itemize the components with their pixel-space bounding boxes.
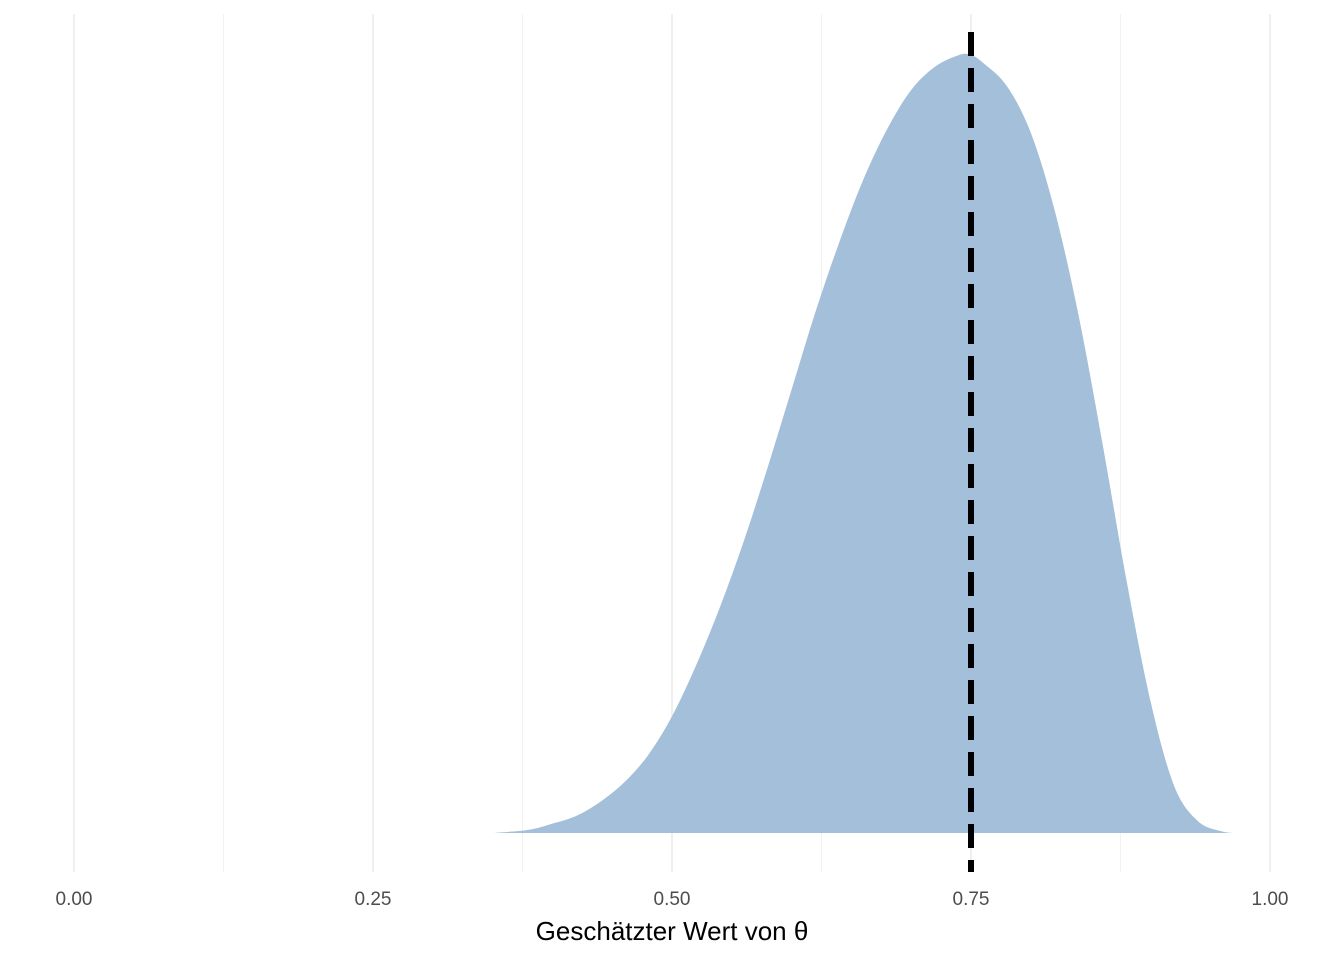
density-area-layer: [492, 53, 1235, 833]
density-area: [492, 53, 1235, 833]
x-tick-label: 0.00: [56, 889, 93, 910]
x-tick-label: 0.50: [654, 889, 691, 910]
x-tick-label: 1.00: [1252, 889, 1289, 910]
grid-lines: [73, 14, 1271, 872]
x-axis-title: Geschätzter Wert von θ: [536, 916, 809, 946]
x-tick-labels: 0.00 0.25 0.50 0.75 1.00: [56, 889, 1289, 910]
x-tick-label: 0.25: [355, 889, 392, 910]
x-tick-label: 0.75: [953, 889, 990, 910]
